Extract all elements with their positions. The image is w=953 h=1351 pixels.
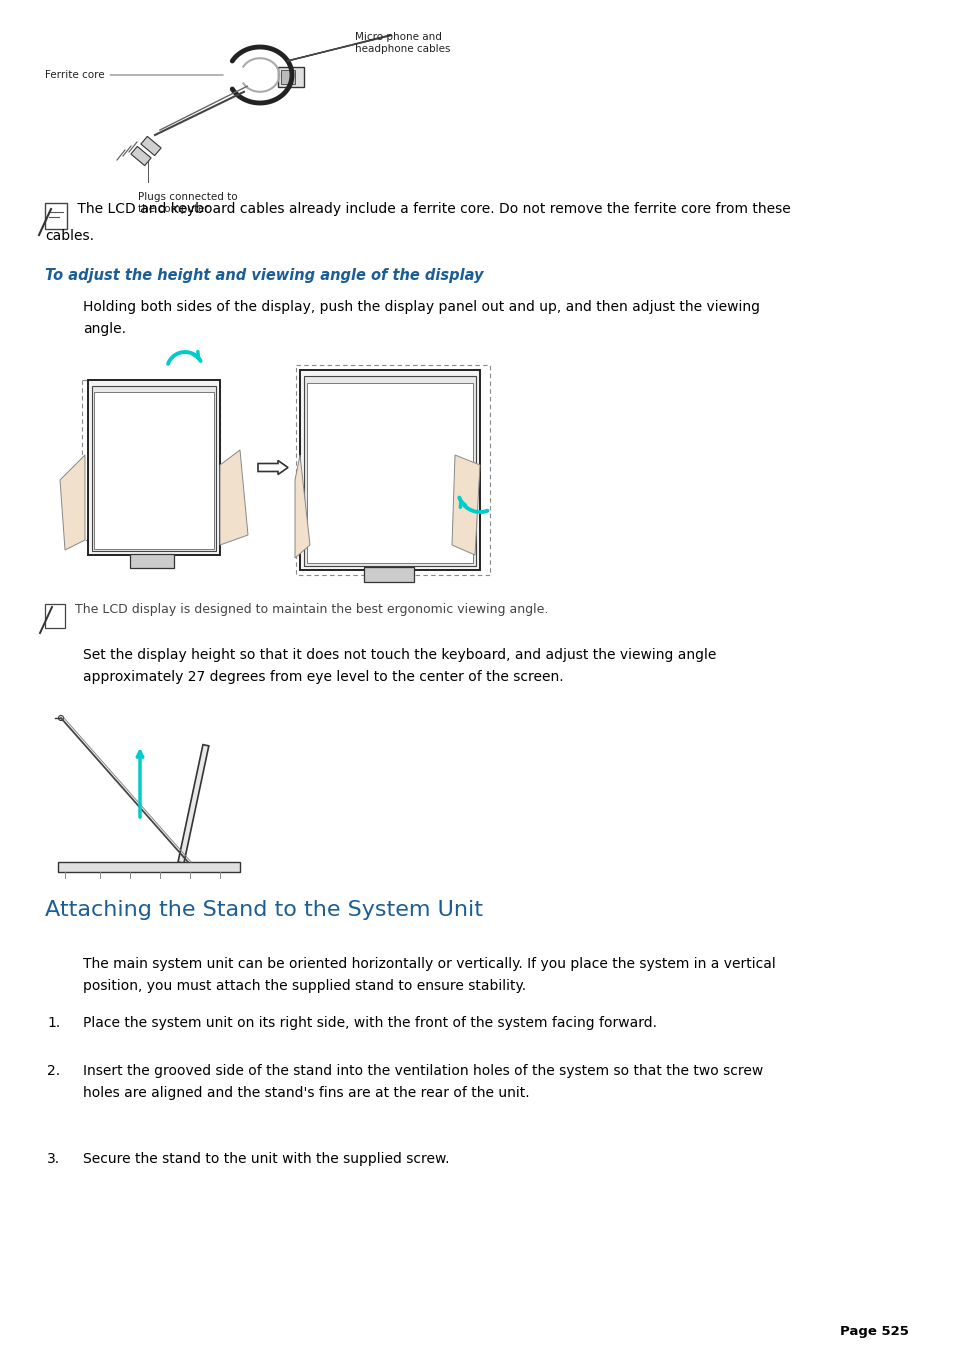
Polygon shape	[60, 455, 85, 550]
Bar	[45, 203, 67, 230]
Text: position, you must attach the supplied stand to ensure stability.: position, you must attach the supplied s…	[83, 979, 525, 993]
Text: cables.: cables.	[45, 230, 94, 243]
Text: Insert the grooved side of the stand into the ventilation holes of the system so: Insert the grooved side of the stand int…	[83, 1065, 762, 1078]
Text: To adjust the height and viewing angle of the display: To adjust the height and viewing angle o…	[45, 267, 483, 282]
Bar	[299, 370, 479, 570]
Bar	[88, 380, 220, 555]
Text: Holding both sides of the display, push the display panel out and up, and then a: Holding both sides of the display, push …	[83, 300, 760, 313]
Text: Set the display height so that it does not touch the keyboard, and adjust the vi: Set the display height so that it does n…	[83, 648, 716, 662]
Polygon shape	[178, 744, 209, 863]
Text: Page 525: Page 525	[840, 1325, 908, 1337]
FancyArrow shape	[257, 461, 288, 474]
Text: approximately 27 degrees from eye level to the center of the screen.: approximately 27 degrees from eye level …	[83, 670, 563, 684]
Text: Place the system unit on its right side, with the front of the system facing for: Place the system unit on its right side,…	[83, 1016, 657, 1029]
Bar	[131, 146, 151, 166]
Bar	[94, 392, 213, 549]
Polygon shape	[294, 455, 310, 558]
Text: Micro phone and
headphone cables: Micro phone and headphone cables	[350, 32, 450, 54]
Text: The LCD display is designed to maintain the best ergonomic viewing angle.: The LCD display is designed to maintain …	[71, 603, 548, 616]
Text: holes are aligned and the stand's fins are at the rear of the unit.: holes are aligned and the stand's fins a…	[83, 1086, 529, 1100]
Polygon shape	[452, 455, 479, 555]
Bar	[364, 567, 414, 582]
Text: Attaching the Stand to the System Unit: Attaching the Stand to the System Unit	[45, 900, 482, 920]
Text: 1.: 1.	[47, 1016, 60, 1029]
Text: 2.: 2.	[47, 1065, 60, 1078]
Bar	[58, 862, 240, 871]
Bar	[130, 554, 173, 567]
Bar	[304, 376, 476, 566]
Bar	[141, 136, 161, 155]
Bar	[277, 68, 304, 86]
Polygon shape	[220, 450, 248, 544]
Text: Ferrite core: Ferrite core	[45, 70, 223, 80]
Text: Secure the stand to the unit with the supplied screw.: Secure the stand to the unit with the su…	[83, 1152, 449, 1166]
Text: The main system unit can be oriented horizontally or vertically. If you place th: The main system unit can be oriented hor…	[83, 957, 775, 971]
Text: 3.: 3.	[47, 1152, 60, 1166]
Text: Plugs connected to
the computer: Plugs connected to the computer	[138, 192, 237, 213]
Text: angle.: angle.	[83, 322, 126, 336]
Bar	[281, 70, 294, 84]
Text: The LCD and keyboard cables already include a ferrite core. Do not remove the fe: The LCD and keyboard cables already incl…	[73, 203, 790, 216]
Bar	[91, 386, 215, 551]
Bar	[307, 382, 473, 563]
Bar	[45, 604, 65, 628]
